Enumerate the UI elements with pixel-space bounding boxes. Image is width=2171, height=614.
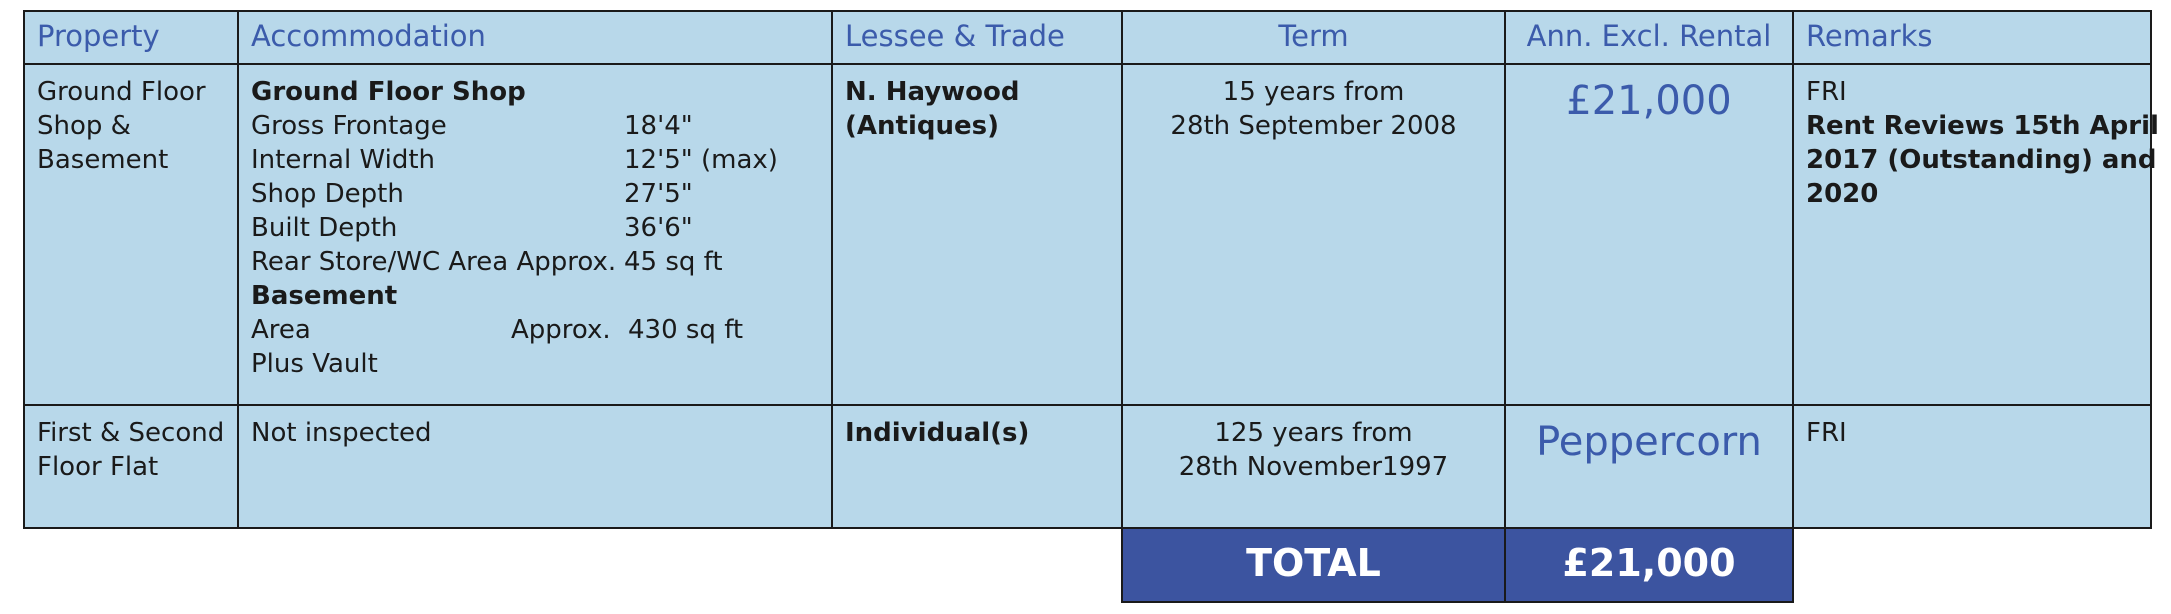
term-cell: 15 years from 28th September 2008 xyxy=(1121,63,1506,406)
total-label-cell: TOTAL xyxy=(1121,527,1506,603)
header-text: Remarks xyxy=(1806,19,1933,53)
rental-cell: £21,000 xyxy=(1504,63,1794,406)
accommodation-cell: Not inspected xyxy=(237,404,833,529)
spec-note: Approx. xyxy=(511,315,611,345)
section-heading: Basement xyxy=(251,281,398,311)
property-line: First & Second xyxy=(37,418,225,448)
remarks-text: FRI xyxy=(1806,418,1847,448)
header-text: Property xyxy=(37,19,160,53)
total-label: TOTAL xyxy=(1246,541,1381,585)
spec-line: Internal Width 12'5" (max) xyxy=(251,143,819,177)
total-value-cell: £21,000 xyxy=(1504,527,1794,603)
remarks-cell: FRI Rent Reviews 15th April 2017 (Outstand… xyxy=(1792,63,2159,406)
section-heading: Ground Floor Shop xyxy=(251,77,526,107)
lessee-line: N. Haywood xyxy=(845,77,1020,107)
header-text: Term xyxy=(1278,19,1349,53)
header-cell: Ann. Excl. Rental xyxy=(1504,10,1794,65)
rental-value: Peppercorn xyxy=(1536,419,1762,465)
accommodation-cell: Ground Floor Shop Gross Frontage 18'4" Inte… xyxy=(237,63,833,406)
property-cell: First & Second Floor Flat xyxy=(23,404,239,529)
header-cell: Remarks xyxy=(1792,10,2152,65)
rental-value: £21,000 xyxy=(1566,78,1732,124)
header-cell: Accommodation xyxy=(237,10,833,65)
property-line: Ground Floor xyxy=(37,77,206,107)
spec-line: Plus Vault xyxy=(251,347,819,381)
remarks-bold: 2020 xyxy=(1806,179,1879,209)
spec-value: 12'5" (max) xyxy=(624,145,778,175)
spec-value: 45 sq ft xyxy=(624,247,723,277)
lessee-cell: N. Haywood (Antiques) xyxy=(831,63,1123,406)
spec-value: 27'5" xyxy=(624,179,693,209)
spec-label: Shop Depth xyxy=(251,179,404,209)
accommodation-text: Not inspected xyxy=(251,418,432,448)
spec-line: Rear Store/WC Area Approx. 45 sq ft xyxy=(251,245,819,279)
spec-line: Built Depth 36'6" xyxy=(251,211,819,245)
spec-line: Gross Frontage 18'4" xyxy=(251,109,819,143)
remarks-bold: Rent Reviews 15th April xyxy=(1806,111,2159,141)
lessee-line: (Antiques) xyxy=(845,111,999,141)
property-line: Floor Flat xyxy=(37,452,159,482)
header-text: Lessee & Trade xyxy=(845,19,1065,53)
spec-label: Area xyxy=(251,315,311,345)
property-line: Basement xyxy=(37,145,169,175)
spec-value: 36'6" xyxy=(624,213,693,243)
header-cell: Term xyxy=(1121,10,1506,65)
lessee-cell: Individual(s) xyxy=(831,404,1123,529)
header-cell: Lessee & Trade xyxy=(831,10,1123,65)
total-value: £21,000 xyxy=(1562,541,1736,585)
term-line: 28th November1997 xyxy=(1178,452,1449,482)
header-cell: Property xyxy=(23,10,239,65)
spec-value: 430 sq ft xyxy=(628,315,744,345)
spec-line: Shop Depth 27'5" xyxy=(251,177,819,211)
spec-line: Area Approx. 430 sq ft xyxy=(251,313,819,347)
term-line: 28th September 2008 xyxy=(1170,111,1457,141)
remarks-bold: 2017 (Outstanding) and xyxy=(1806,145,2157,175)
spec-value: 18'4" xyxy=(624,111,693,141)
spec-label: Built Depth xyxy=(251,213,398,243)
header-text: Accommodation xyxy=(251,19,486,53)
header-text: Ann. Excl. Rental xyxy=(1526,19,1772,53)
spec-label: Plus Vault xyxy=(251,349,378,379)
property-cell: Ground Floor Shop & Basement xyxy=(23,63,239,406)
rental-cell: Peppercorn xyxy=(1504,404,1794,529)
lessee-line: Individual(s) xyxy=(845,418,1030,448)
term-line: 15 years from xyxy=(1222,77,1405,107)
term-cell: 125 years from 28th November1997 xyxy=(1121,404,1506,529)
term-line: 125 years from xyxy=(1214,418,1413,448)
spec-label: Rear Store/WC Area Approx. xyxy=(251,247,617,277)
spec-label: Internal Width xyxy=(251,145,436,175)
remarks-cell: FRI xyxy=(1792,404,2152,529)
remarks-text: FRI xyxy=(1806,77,1847,107)
property-line: Shop & xyxy=(37,111,131,141)
spec-label: Gross Frontage xyxy=(251,111,447,141)
